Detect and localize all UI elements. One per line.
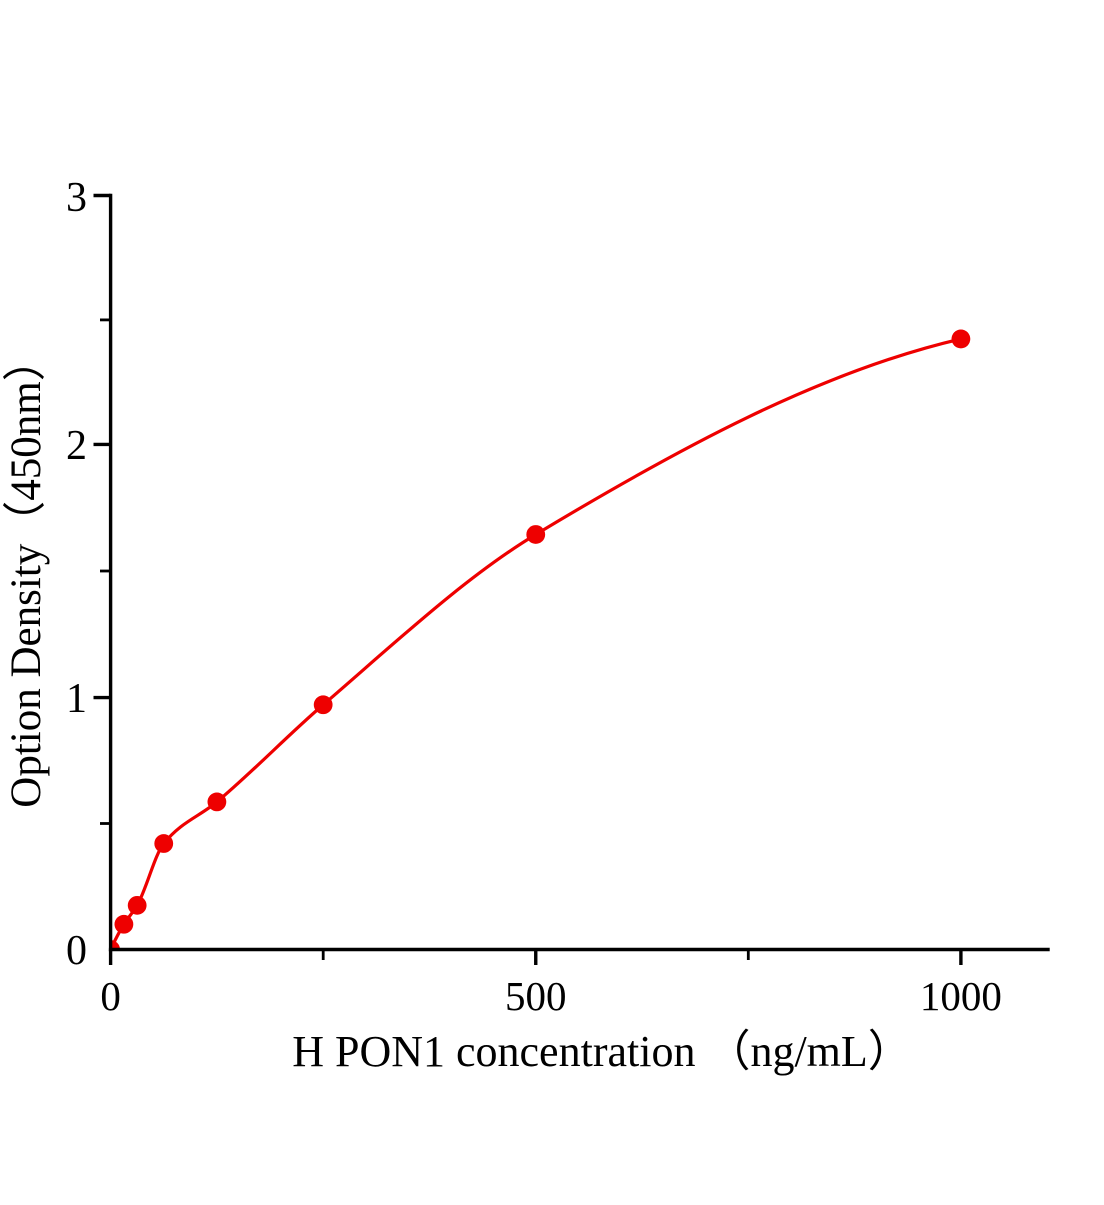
svg-text:1: 1 <box>66 676 87 722</box>
svg-text:0: 0 <box>100 973 121 1019</box>
svg-text:2: 2 <box>66 423 87 469</box>
svg-text:3: 3 <box>66 175 87 221</box>
svg-text:H PON1 concentration （ng/mL）: H PON1 concentration （ng/mL） <box>292 1027 912 1076</box>
svg-text:0: 0 <box>66 928 87 974</box>
svg-text:Option Density（450nm）: Option Density（450nm） <box>3 338 50 807</box>
svg-text:1000: 1000 <box>920 973 1002 1019</box>
svg-text:500: 500 <box>505 973 567 1019</box>
